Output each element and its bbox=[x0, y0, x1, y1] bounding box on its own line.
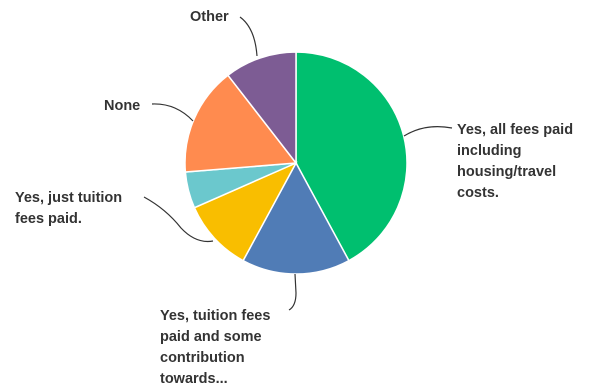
leader-line-yes-tuition-some bbox=[288, 273, 297, 311]
pie-slice-0 bbox=[295, 51, 408, 262]
leader-line-other bbox=[239, 16, 258, 57]
pie-slices bbox=[184, 51, 408, 275]
pie-slice-5 bbox=[226, 51, 297, 166]
label-yes-tuition-some: Yes, tuition fees paid and some contribu… bbox=[160, 308, 274, 385]
leader-line-yes-all-fees bbox=[403, 126, 453, 137]
label-yes-all-fees: Yes, all fees paid including housing/tra… bbox=[457, 122, 577, 201]
pie-slice-1 bbox=[242, 161, 350, 275]
label-none: None bbox=[104, 98, 140, 114]
label-yes-just-tuition: Yes, just tuition fees paid. bbox=[15, 190, 126, 227]
pie-slice-4 bbox=[184, 74, 298, 173]
leader-line-none bbox=[151, 103, 194, 122]
pie-slice-2 bbox=[193, 161, 298, 262]
label-other: Other bbox=[190, 9, 229, 25]
leader-line-yes-just-tuition bbox=[143, 196, 214, 243]
